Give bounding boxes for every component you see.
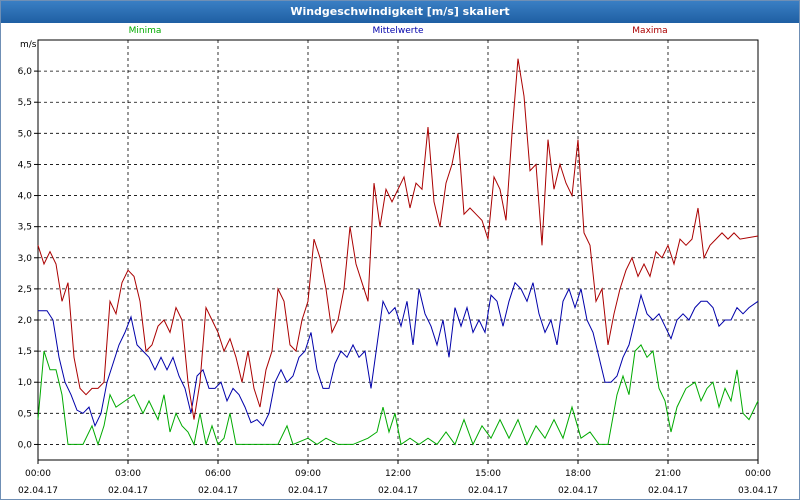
y-tick-label: 3,0 [18, 254, 33, 264]
y-tick-label: 2,0 [18, 316, 33, 326]
window-title: Windgeschwindigkeit [m/s] skaliert [1, 1, 799, 23]
series-lines [37, 58, 759, 447]
y-tick-label: 3,5 [18, 223, 32, 233]
x-tick-date: 02.04.17 [378, 486, 418, 496]
series-line-mittelwerte [38, 281, 759, 428]
y-tick-label: 5,5 [18, 98, 32, 108]
y-tick-label: 4,5 [18, 160, 32, 170]
x-tick-date: 02.04.17 [108, 486, 148, 496]
x-tick-time: 03:00 [115, 469, 141, 479]
y-tick-label: 2,5 [18, 285, 32, 295]
grid-lines [38, 40, 758, 460]
y-tick-label: 0,5 [18, 409, 32, 419]
x-tick-time: 09:00 [295, 469, 321, 479]
legend-entry-mittelwerte: Mittelwerte [372, 26, 423, 36]
x-tick-time: 15:00 [475, 469, 501, 479]
x-tick-date: 02.04.17 [18, 486, 58, 496]
axis-ticks: 0,0 0,5 1,0 1,5 2,0 2,5 3,0 3,5 4,0 4,5 5,0 5,5 6,0 0… [18, 67, 778, 496]
x-tick-time: 18:00 [565, 469, 591, 479]
series-line-maxima [37, 58, 759, 420]
x-tick-time: 06:00 [205, 469, 231, 479]
x-tick-date: 03.04.17 [738, 486, 778, 496]
y-tick-label: 6,0 [18, 67, 33, 77]
legend: Minima Mittelwerte Maxima [129, 26, 668, 36]
x-tick-date: 02.04.17 [468, 486, 508, 496]
x-tick-date: 02.04.17 [288, 486, 328, 496]
x-tick-time: 00:00 [25, 469, 51, 479]
y-axis-label: m/s [20, 40, 37, 50]
legend-entry-minima: Minima [129, 26, 162, 36]
y-tick-label: 5,0 [18, 129, 33, 139]
y-tick-label: 0,0 [18, 440, 33, 450]
x-tick-time: 21:00 [655, 469, 681, 479]
y-tick-label: 1,5 [18, 347, 32, 357]
x-tick-date: 02.04.17 [648, 486, 688, 496]
x-tick-date: 02.04.17 [198, 486, 238, 496]
series-line-minima [37, 344, 759, 447]
legend-entry-maxima: Maxima [632, 26, 667, 36]
x-tick-time: 00:00 [745, 469, 771, 479]
x-tick-time: 12:00 [385, 469, 411, 479]
y-tick-label: 4,0 [18, 192, 33, 202]
y-tick-label: 1,0 [18, 378, 33, 388]
x-tick-date: 02.04.17 [558, 486, 598, 496]
